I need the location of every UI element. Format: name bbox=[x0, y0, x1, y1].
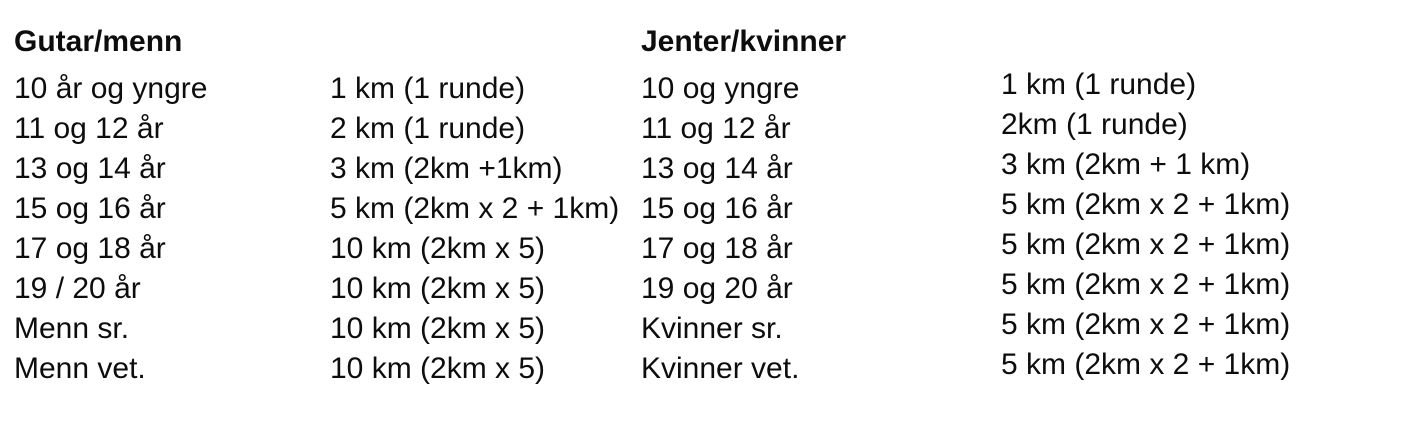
table-row: 13 og 14 år 3 km (2km +1km) 13 og 14 år … bbox=[0, 148, 1414, 189]
men-distance: 10 km (2km x 5) bbox=[330, 272, 546, 305]
men-age-category: 15 og 16 år bbox=[14, 192, 166, 225]
men-age-category: 11 og 12 år bbox=[14, 112, 164, 145]
women-age-category: 13 og 14 år bbox=[641, 152, 793, 185]
women-age-category: 10 og yngre bbox=[641, 72, 800, 105]
men-age-category: 19 / 20 år bbox=[14, 272, 141, 305]
race-distance-table: Gutar/menn Jenter/kvinner 10 år og yngre… bbox=[0, 22, 1414, 389]
table-row: 15 og 16 år 5 km (2km x 2 + 1km) 15 og 1… bbox=[0, 188, 1414, 229]
header-spacer bbox=[330, 22, 641, 62]
table-row: 17 og 18 år 10 km (2km x 5) 17 og 18 år … bbox=[0, 228, 1414, 269]
women-distance: 5 km (2km x 2 + 1km) bbox=[1001, 188, 1291, 221]
women-distance: 5 km (2km x 2 + 1km) bbox=[1001, 228, 1291, 261]
men-distance: 2 km (1 runde) bbox=[330, 112, 526, 145]
women-age-category: 15 og 16 år bbox=[641, 192, 793, 225]
men-distance: 1 km (1 runde) bbox=[330, 72, 526, 105]
men-age-category: Menn vet. bbox=[14, 352, 146, 385]
men-age-category: 10 år og yngre bbox=[14, 72, 208, 105]
women-age-category: 11 og 12 år bbox=[641, 112, 791, 145]
men-distance: 10 km (2km x 5) bbox=[330, 352, 546, 385]
women-distance: 3 km (2km + 1 km) bbox=[1001, 148, 1251, 181]
men-distance: 10 km (2km x 5) bbox=[330, 232, 546, 265]
table-row: Menn sr. 10 km (2km x 5) Kvinner sr. 5 k… bbox=[0, 308, 1414, 349]
women-distance: 5 km (2km x 2 + 1km) bbox=[1001, 308, 1291, 341]
table-header-row: Gutar/menn Jenter/kvinner bbox=[0, 22, 1414, 62]
women-distance: 5 km (2km x 2 + 1km) bbox=[1001, 348, 1291, 381]
men-age-category: 13 og 14 år bbox=[14, 152, 166, 185]
men-age-category: 17 og 18 år bbox=[14, 232, 166, 265]
men-age-category: Menn sr. bbox=[14, 312, 130, 345]
table-row: Menn vet. 10 km (2km x 5) Kvinner vet. 5… bbox=[0, 348, 1414, 389]
women-distance: 2km (1 runde) bbox=[1001, 108, 1188, 141]
women-age-category: 19 og 20 år bbox=[641, 272, 793, 305]
men-distance: 10 km (2km x 5) bbox=[330, 312, 546, 345]
women-age-category: Kvinner sr. bbox=[641, 312, 783, 345]
section-header-women: Jenter/kvinner bbox=[641, 25, 847, 58]
table-row: 10 år og yngre 1 km (1 runde) 10 og yngr… bbox=[0, 68, 1414, 109]
men-distance: 3 km (2km +1km) bbox=[330, 152, 563, 185]
header-spacer bbox=[1001, 22, 1414, 62]
table-row: 11 og 12 år 2 km (1 runde) 11 og 12 år 2… bbox=[0, 108, 1414, 149]
men-distance: 5 km (2km x 2 + 1km) bbox=[330, 192, 620, 225]
section-header-men: Gutar/menn bbox=[14, 25, 183, 58]
women-distance: 1 km (1 runde) bbox=[1001, 68, 1197, 101]
women-distance: 5 km (2km x 2 + 1km) bbox=[1001, 268, 1291, 301]
women-age-category: 17 og 18 år bbox=[641, 232, 793, 265]
table-row: 19 / 20 år 10 km (2km x 5) 19 og 20 år 5… bbox=[0, 268, 1414, 309]
women-age-category: Kvinner vet. bbox=[641, 352, 800, 385]
